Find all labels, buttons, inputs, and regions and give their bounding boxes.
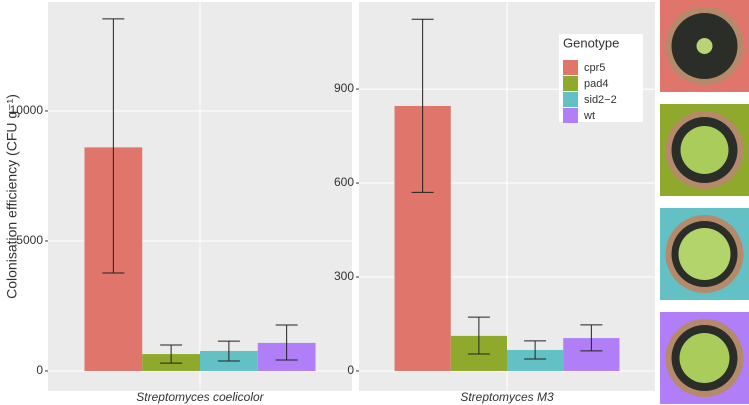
legend-label: pad4: [584, 78, 608, 90]
legend-key: [563, 92, 578, 107]
x-tick-label: Streptomyces coelicolor: [136, 390, 264, 404]
y-tick-label: 10000: [10, 103, 44, 117]
legend-label: wt: [583, 110, 595, 122]
y-tick-label: 300: [334, 269, 354, 283]
y-tick-label: 600: [334, 175, 354, 189]
x-tick-label: Streptomyces M3: [460, 390, 554, 404]
y-tick-label: 900: [334, 81, 354, 95]
plant: [678, 228, 731, 280]
legend-title: Genotype: [563, 35, 619, 50]
legend-key: [563, 108, 578, 123]
bar: [507, 349, 564, 371]
legend-label: cpr5: [584, 62, 605, 74]
photos: [660, 0, 749, 404]
y-tick-label: 5000: [16, 233, 43, 247]
plant: [696, 38, 713, 54]
plant: [680, 126, 729, 174]
plant: [679, 333, 730, 383]
legend-key: [563, 60, 578, 75]
legend-key: [563, 76, 578, 91]
y-tick-label: 0: [36, 363, 43, 377]
y-axis-label: Colonisation efficiency (CFU g⁻¹): [4, 94, 20, 299]
y-tick-label: 0: [347, 363, 354, 377]
legend-label: sid2−2: [584, 94, 617, 106]
